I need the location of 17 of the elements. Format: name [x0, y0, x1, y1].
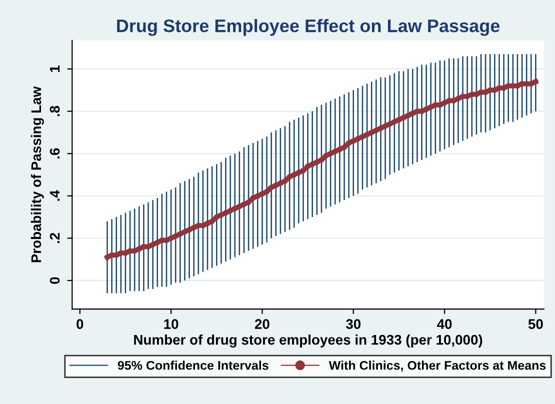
x-tick-label: 20 — [254, 319, 270, 329]
x-tick-label: 30 — [346, 319, 361, 330]
legend-label: 95% Confidence Intervals — [118, 360, 268, 370]
y-tick-label: .2 — [50, 232, 60, 244]
y-tick-label: 1 — [50, 65, 60, 72]
y-tick-label: .6 — [50, 148, 60, 158]
x-axis-title: Number of drug store employees in 1933 (per 10,000) — [134, 334, 482, 348]
x-tick-label: 0 — [76, 319, 84, 329]
y-tick-label: 0 — [50, 277, 60, 284]
y-axis-title: Probability of Passing Law — [30, 86, 44, 262]
x-tick-label: 50 — [528, 319, 543, 329]
x-tick-label: 10 — [164, 319, 178, 329]
legend-label: With Clinics, Other Factors at Means — [328, 360, 546, 372]
x-tick-label: 40 — [437, 319, 452, 329]
chart-title: Drug Store Employee Effect on Law Passage — [117, 18, 500, 36]
y-tick-label: .8 — [50, 106, 60, 116]
y-tick-label: .4 — [50, 190, 60, 201]
